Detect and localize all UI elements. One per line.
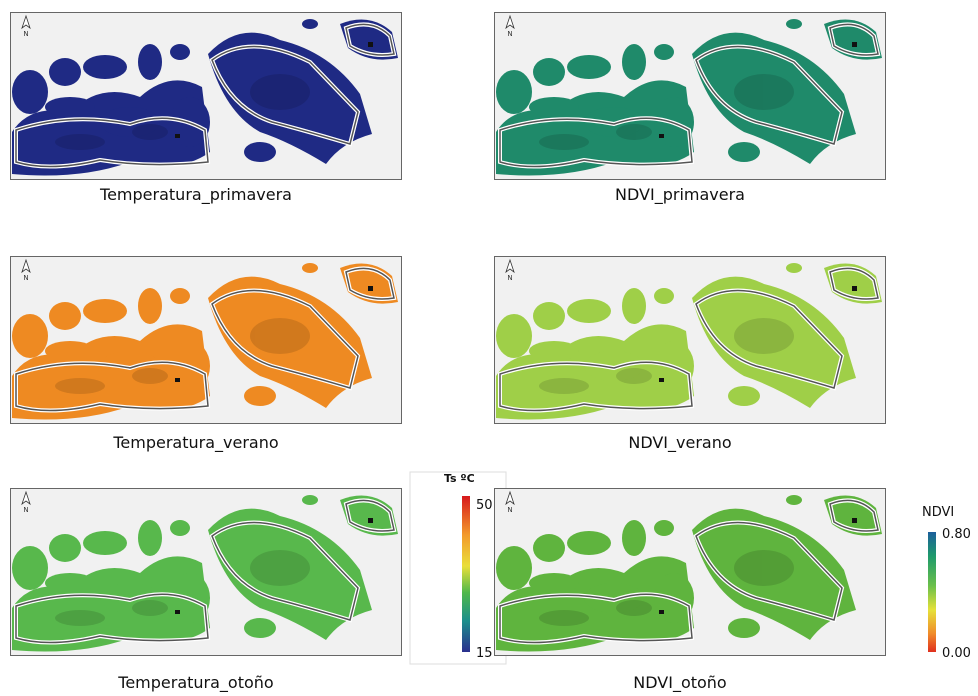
north-label: N	[507, 506, 512, 514]
map	[10, 488, 402, 656]
panel-caption: Temperatura_verano	[112, 433, 278, 453]
map-panel: N NDVI_primavera	[494, 12, 886, 205]
legend-max: 50	[476, 498, 493, 513]
north-arrow	[21, 490, 31, 506]
legend-min: 15	[476, 646, 493, 661]
north-label: N	[23, 506, 28, 514]
north-arrow	[505, 14, 515, 30]
north-label: N	[507, 30, 512, 38]
panel-caption: Temperatura_otoño	[117, 673, 273, 693]
map	[494, 12, 886, 180]
map	[10, 256, 402, 424]
north-arrow	[21, 14, 31, 30]
legend-min: 0.00	[942, 646, 971, 661]
panel-caption: NDVI_primavera	[615, 185, 745, 205]
legend-title: NDVI	[922, 505, 954, 520]
legend-box	[409, 471, 507, 665]
temperature-colorbar	[462, 496, 470, 652]
legend-title: Ts ºC	[444, 472, 475, 485]
north-arrow	[505, 258, 515, 274]
map	[494, 488, 886, 656]
north-label: N	[23, 274, 28, 282]
map	[10, 12, 402, 180]
map-panel: N NDVI_otoño	[494, 488, 886, 693]
map-panel: N Temperatura_otoño	[10, 488, 402, 693]
panel-caption: Temperatura_primavera	[99, 185, 292, 205]
panel-caption: NDVI_otoño	[633, 673, 726, 693]
map-panel: N NDVI_verano	[494, 256, 886, 453]
north-label: N	[23, 30, 28, 38]
map	[494, 256, 886, 424]
ndvi-colorbar	[928, 532, 936, 652]
north-arrow	[505, 490, 515, 506]
north-label: N	[507, 274, 512, 282]
panel-caption: NDVI_verano	[628, 433, 731, 453]
north-arrow	[21, 258, 31, 274]
map-panel: N Temperatura_verano	[10, 256, 402, 453]
legend-max: 0.80	[942, 527, 971, 542]
map-panel: N Temperatura_primavera	[10, 12, 402, 205]
